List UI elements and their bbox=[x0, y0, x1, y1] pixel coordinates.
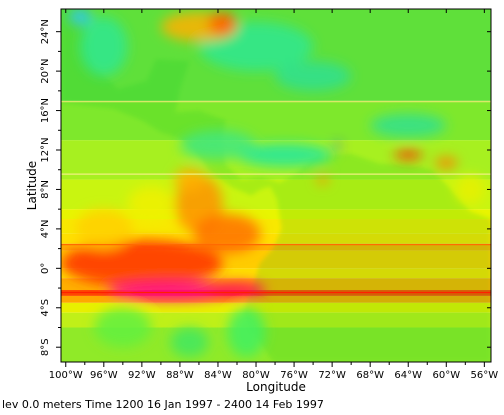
anomaly-blob-7 bbox=[127, 186, 176, 222]
anomaly-blob-23 bbox=[68, 9, 92, 25]
anomaly-blob-10 bbox=[170, 327, 209, 358]
y-tick-label: 24°N bbox=[40, 19, 51, 44]
anomaly-blob-6 bbox=[75, 209, 133, 249]
plot-area bbox=[61, 9, 491, 362]
x-tick-label: 88°W bbox=[166, 370, 194, 381]
anomaly-blob-0 bbox=[61, 239, 223, 288]
anomaly-blob-4 bbox=[194, 214, 261, 254]
anomaly-blob-1 bbox=[108, 281, 233, 301]
x-tick-label: 84°W bbox=[204, 370, 232, 381]
anomaly-blob-12 bbox=[434, 156, 458, 169]
anomaly-blob-16 bbox=[179, 130, 257, 160]
x-tick-label: 56°W bbox=[471, 370, 499, 381]
anomaly-blob-2 bbox=[208, 282, 266, 298]
x-axis: 100°W 96°W 92°W 88°W 84°W 80°W 76°W 72°W 68°W 64°… bbox=[49, 9, 498, 381]
anomaly-blob-13 bbox=[316, 174, 329, 185]
anomaly-blob-22 bbox=[370, 113, 447, 138]
land-mask bbox=[61, 9, 491, 362]
x-tick-label: 72°W bbox=[318, 370, 346, 381]
x-axis-title: Longitude bbox=[246, 380, 306, 394]
band-6 bbox=[61, 233, 491, 244]
x-tick-label: 80°W bbox=[242, 370, 270, 381]
x-tick-label: 76°W bbox=[280, 370, 308, 381]
anomaly-blob-14 bbox=[333, 143, 341, 150]
anomaly-blob-9 bbox=[94, 307, 152, 348]
x-tick-label: 60°W bbox=[432, 370, 460, 381]
x-tick-label: 68°W bbox=[356, 370, 384, 381]
y-tick-label: 4°S bbox=[40, 299, 51, 317]
anomaly-blob-8 bbox=[227, 307, 266, 358]
footer-caption: lev 0.0 meters Time 1200 16 Jan 1997 - 2… bbox=[2, 398, 324, 411]
y-tick-label: 20°N bbox=[40, 59, 51, 84]
anomaly-blob-21 bbox=[208, 11, 237, 36]
x-tick-label: 64°W bbox=[394, 370, 422, 381]
anomaly-blob-11 bbox=[393, 150, 423, 160]
anomaly-blob-24 bbox=[455, 174, 485, 205]
y-axis-title: Latitude bbox=[25, 161, 39, 210]
y-tick-label: 12°N bbox=[40, 137, 51, 162]
x-tick-label: 100°W bbox=[49, 370, 83, 381]
y-tick-label: 16°N bbox=[40, 98, 51, 123]
anomaly-blob-18 bbox=[275, 61, 352, 91]
anomaly-blob-15 bbox=[236, 143, 333, 167]
anomaly-blob-5 bbox=[174, 167, 205, 192]
band-lines bbox=[61, 101, 491, 294]
band-4 bbox=[61, 209, 491, 220]
anomaly-blob-19 bbox=[80, 16, 128, 77]
y-tick-label: 8°N bbox=[40, 180, 51, 199]
x-tick-label: 96°W bbox=[90, 370, 118, 381]
y-tick-label: 4°N bbox=[40, 219, 51, 238]
y-tick-label: 0° bbox=[40, 263, 51, 274]
y-tick-label: 8°S bbox=[40, 338, 51, 356]
plot-frame bbox=[60, 8, 492, 363]
x-tick-label: 92°W bbox=[128, 370, 156, 381]
temperature-anomalies bbox=[61, 9, 485, 358]
y-axis: 24°N 20°N 16°N 12°N 8°N 4°N 0° 4°S 8°S bbox=[40, 19, 491, 356]
land-mask-layer bbox=[61, 9, 491, 362]
